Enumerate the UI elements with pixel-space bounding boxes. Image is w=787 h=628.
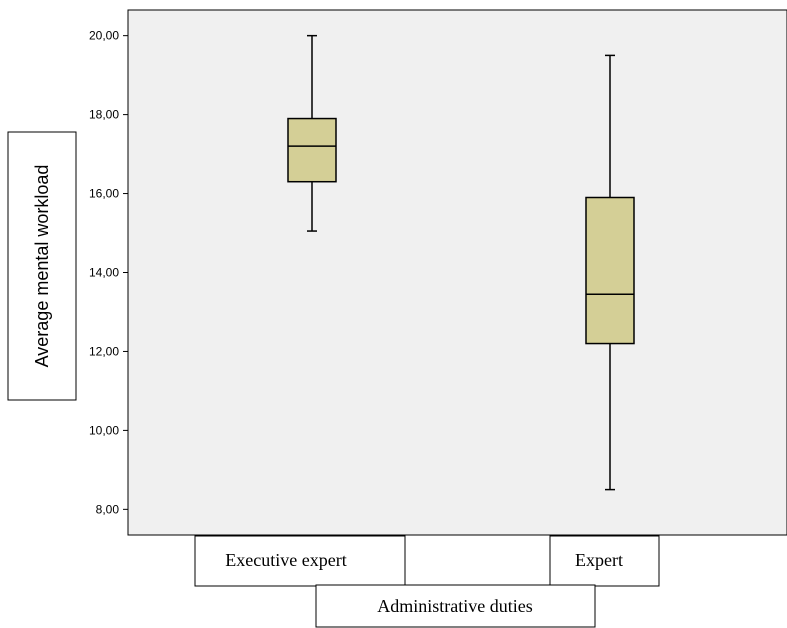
y-axis-label-box: Average mental workload — [7, 131, 77, 401]
y-tick-label: 18,00 — [89, 108, 119, 122]
category-label-executive-expert: Executive expert — [194, 535, 406, 587]
category-label-0: Executive expert — [225, 550, 346, 570]
category-label-expert: Expert — [549, 535, 660, 587]
plot-area — [127, 9, 787, 536]
box-0 — [287, 117, 337, 183]
box-1 — [585, 196, 635, 345]
y-tick-label: 20,00 — [89, 29, 119, 43]
y-tick-label: 12,00 — [89, 344, 119, 358]
x-axis-label: Administrative duties — [377, 596, 532, 616]
y-axis: 8,00 10,00 12,00 14,00 16,00 18,00 20,00 — [89, 29, 128, 516]
category-label-1: Expert — [575, 550, 623, 570]
y-tick-label: 8,00 — [96, 502, 120, 516]
boxes-group — [287, 34, 635, 491]
x-axis-label-box: Administrative duties — [315, 584, 596, 628]
y-axis-label: Average mental workload — [32, 165, 52, 368]
y-tick-label: 16,00 — [89, 187, 119, 201]
y-tick-label: 14,00 — [89, 266, 119, 280]
y-tick-label: 10,00 — [89, 423, 119, 437]
